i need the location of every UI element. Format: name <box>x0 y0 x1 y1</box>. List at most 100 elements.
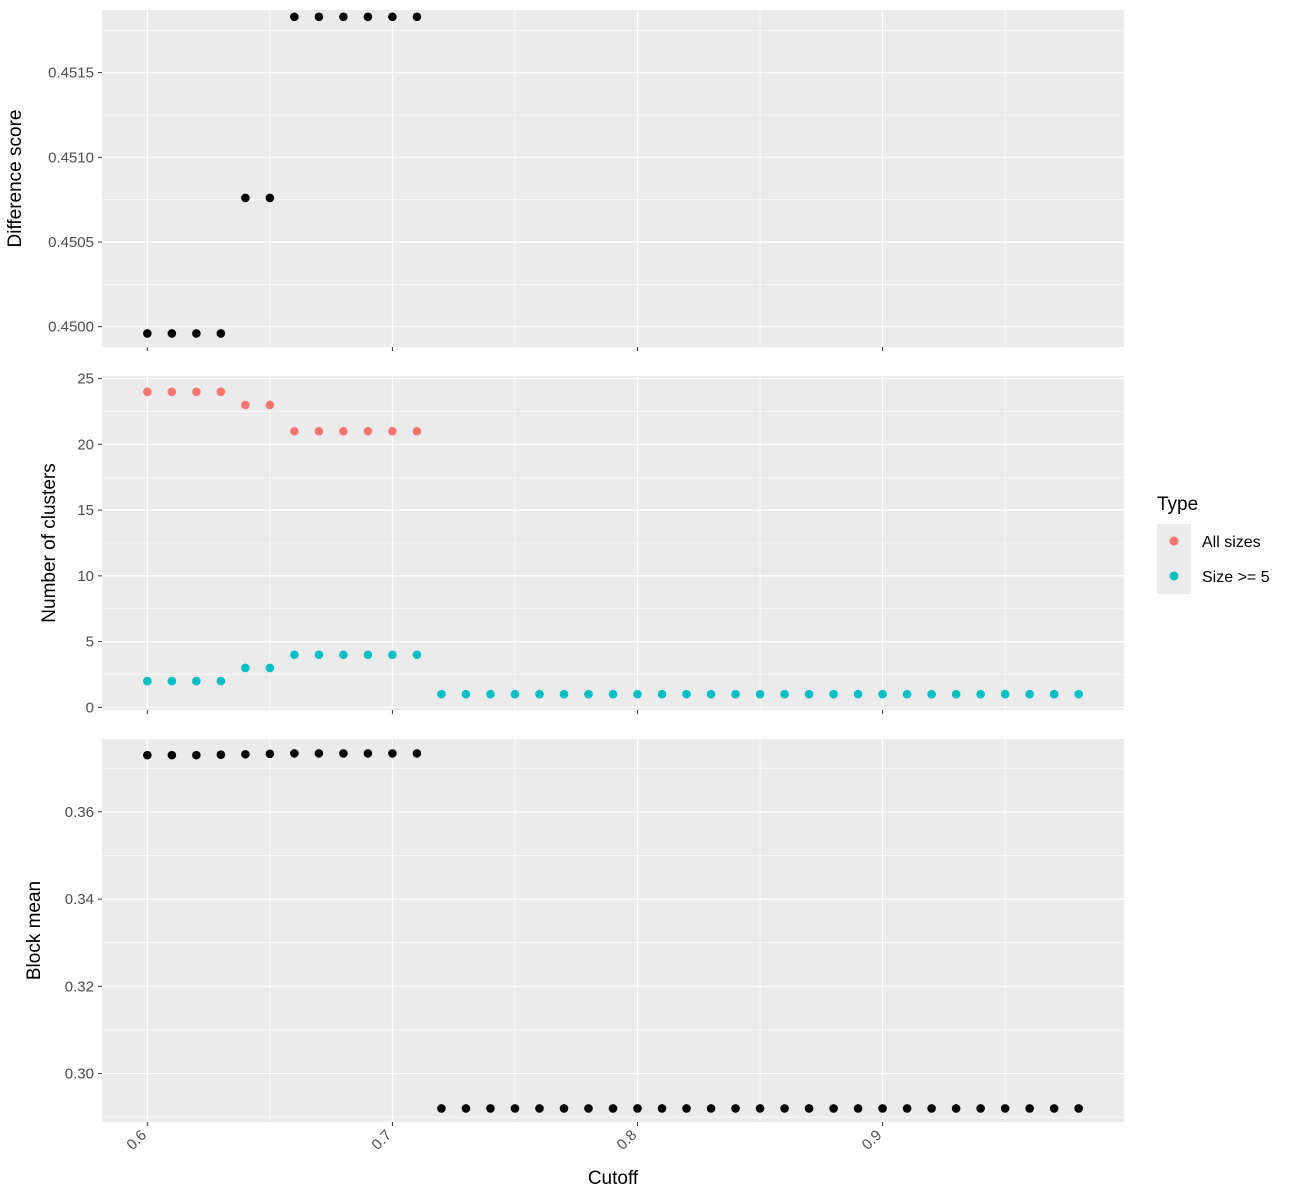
data-point <box>804 689 814 699</box>
y-tick-label: 0.4500 <box>48 319 94 336</box>
panels-group: 0.4500 0.4505 0.4510 0.4515 Difference score… <box>5 10 1124 1154</box>
panel-background <box>102 10 1124 347</box>
data-point <box>192 750 201 760</box>
data-point <box>339 426 348 436</box>
data-point <box>412 426 422 436</box>
data-point <box>241 663 250 673</box>
data-point <box>412 749 422 758</box>
data-point <box>1000 1104 1010 1113</box>
data-point <box>363 12 373 22</box>
data-point <box>1074 1104 1083 1113</box>
data-point <box>1000 689 1010 699</box>
data-point <box>167 676 177 686</box>
data-point <box>559 689 569 699</box>
data-point <box>829 689 838 699</box>
data-point <box>633 1104 642 1113</box>
data-point <box>437 689 446 699</box>
data-point <box>412 12 422 22</box>
data-point <box>167 750 177 760</box>
data-point <box>290 749 299 758</box>
data-point <box>143 329 152 338</box>
data-point <box>241 193 250 203</box>
data-point <box>216 387 226 397</box>
data-point <box>780 689 789 699</box>
data-point <box>314 426 324 436</box>
y-tick-label: 10 <box>77 568 94 585</box>
data-point <box>804 1104 814 1113</box>
data-point <box>584 689 593 699</box>
y-tick-label: 5 <box>86 634 94 651</box>
data-point <box>192 329 201 338</box>
data-point <box>755 689 765 699</box>
series-points <box>143 12 422 338</box>
data-point <box>216 750 226 760</box>
data-point <box>829 1104 838 1113</box>
data-point <box>290 12 299 22</box>
data-point <box>853 1104 863 1113</box>
data-point <box>657 689 667 699</box>
data-point <box>143 750 152 760</box>
data-point <box>510 689 520 699</box>
data-point <box>192 387 201 397</box>
data-point <box>780 1104 789 1113</box>
data-point <box>265 749 275 759</box>
data-point <box>682 689 691 699</box>
y-tick-label: 15 <box>77 502 94 519</box>
data-point <box>216 676 226 686</box>
data-point <box>192 676 201 686</box>
data-point <box>902 1104 912 1113</box>
legend-label-size-ge-5: Size >= 5 <box>1202 569 1270 586</box>
y-tick-label: 0.4505 <box>48 234 94 251</box>
data-point <box>927 689 936 699</box>
data-point <box>510 1104 520 1113</box>
data-point <box>143 676 152 686</box>
data-point <box>755 1104 765 1113</box>
data-point <box>1049 1104 1059 1113</box>
data-point <box>290 426 299 436</box>
data-point <box>461 1104 471 1113</box>
data-point <box>1025 1104 1034 1113</box>
data-point <box>363 650 373 660</box>
y-tick-label: 0.30 <box>65 1066 94 1083</box>
data-point <box>706 689 716 699</box>
data-point <box>314 12 324 22</box>
y-tick-label: 20 <box>77 436 94 453</box>
data-point <box>437 1104 446 1113</box>
panel-difference-score: 0.4500 0.4505 0.4510 0.4515 Difference score <box>5 10 1124 351</box>
data-point <box>731 1104 740 1113</box>
data-point <box>339 749 348 758</box>
panel-number-of-clusters: 0 5 10 15 20 25 Number of clusters <box>39 371 1124 716</box>
data-point <box>265 663 275 673</box>
data-point <box>339 650 348 660</box>
legend-key-all-sizes <box>1169 536 1179 546</box>
y-tick-label: 0.32 <box>65 978 94 995</box>
data-point <box>1074 689 1083 699</box>
data-point <box>339 12 348 22</box>
data-point <box>951 689 961 699</box>
data-point <box>657 1104 667 1113</box>
y-tick-label: 0.4510 <box>48 149 94 166</box>
data-point <box>559 1104 569 1113</box>
data-point <box>388 650 397 660</box>
data-point <box>388 426 397 436</box>
data-point <box>241 400 250 410</box>
panel-background <box>102 739 1124 1122</box>
data-point <box>731 689 740 699</box>
data-point <box>878 1104 887 1113</box>
data-point <box>216 329 226 338</box>
data-point <box>461 689 471 699</box>
data-point <box>486 689 495 699</box>
y-tick-label: 0.36 <box>65 804 94 821</box>
data-point <box>853 689 863 699</box>
data-point <box>535 689 544 699</box>
data-point <box>241 749 250 759</box>
y-tick-label: 0.34 <box>65 891 94 908</box>
series-size-5 <box>143 650 1083 699</box>
data-point <box>314 749 324 758</box>
y-tick-label: 0 <box>86 699 94 716</box>
series-all-sizes <box>143 387 422 436</box>
data-point <box>927 1104 936 1113</box>
data-point <box>878 689 887 699</box>
